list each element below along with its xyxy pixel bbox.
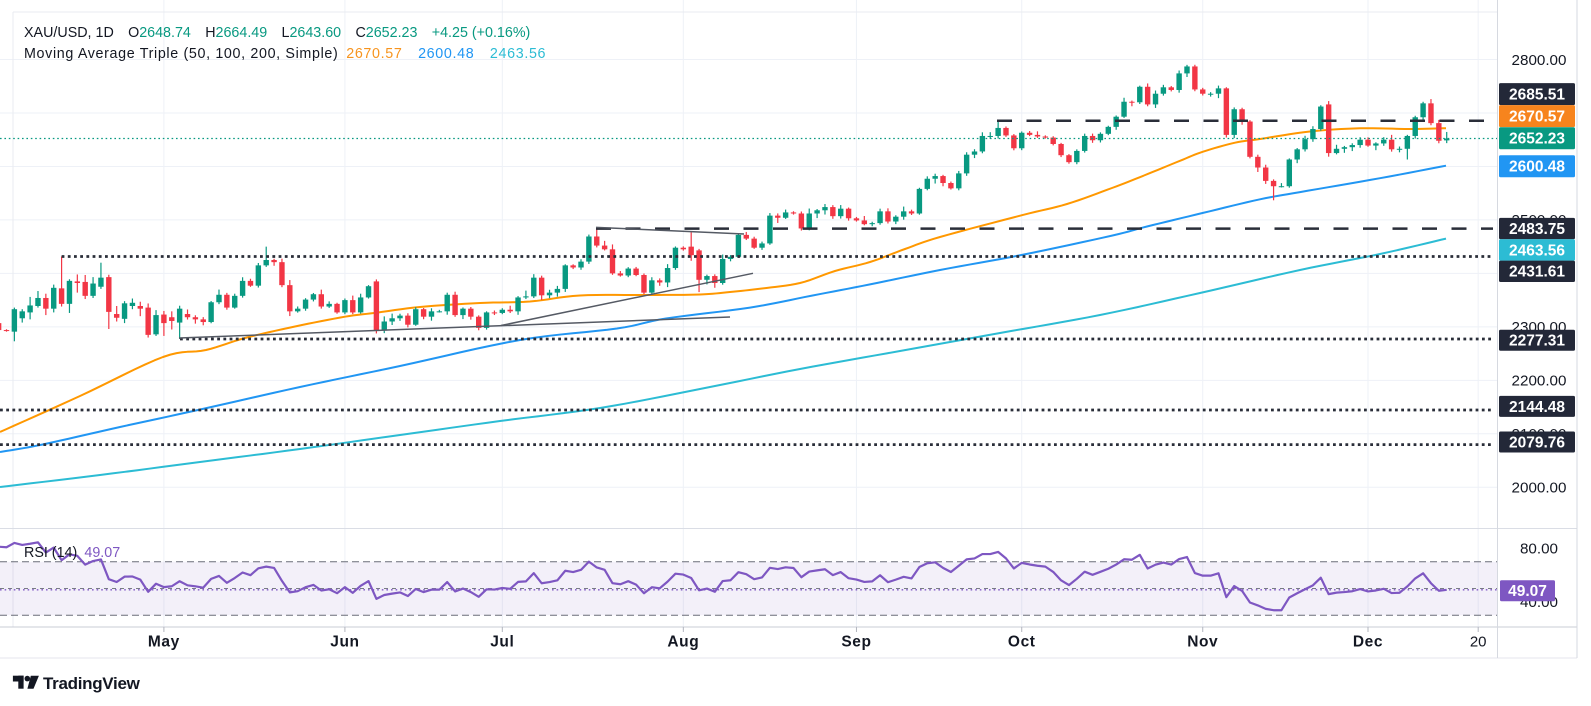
svg-text:49.07: 49.07 xyxy=(1508,583,1547,600)
svg-text:2463.56: 2463.56 xyxy=(1509,242,1565,259)
svg-text:20: 20 xyxy=(1470,634,1487,651)
svg-text:Nov: Nov xyxy=(1187,634,1218,651)
svg-text:Oct: Oct xyxy=(1008,634,1036,651)
svg-text:2652.23: 2652.23 xyxy=(1509,131,1565,148)
svg-text:Dec: Dec xyxy=(1353,634,1383,651)
svg-text:May: May xyxy=(148,634,180,651)
svg-text:2000.00: 2000.00 xyxy=(1512,480,1567,497)
svg-text:80.00: 80.00 xyxy=(1520,541,1558,558)
svg-text:2277.31: 2277.31 xyxy=(1509,333,1565,350)
svg-text:2200.00: 2200.00 xyxy=(1512,373,1567,390)
svg-text:Jul: Jul xyxy=(490,634,514,651)
svg-text:Aug: Aug xyxy=(667,634,699,651)
svg-text:2800.00: 2800.00 xyxy=(1512,52,1567,69)
svg-text:2483.75: 2483.75 xyxy=(1509,221,1565,238)
svg-text:TradingView: TradingView xyxy=(43,674,141,693)
svg-text:2079.76: 2079.76 xyxy=(1509,434,1565,451)
svg-text:Sep: Sep xyxy=(841,634,871,651)
svg-text:2685.51: 2685.51 xyxy=(1509,87,1565,104)
svg-text:2670.57: 2670.57 xyxy=(1509,109,1565,126)
svg-text:2600.48: 2600.48 xyxy=(1509,159,1565,176)
svg-text:2144.48: 2144.48 xyxy=(1509,399,1565,416)
svg-text:2431.61: 2431.61 xyxy=(1509,264,1565,281)
svg-text:Jun: Jun xyxy=(330,634,359,651)
